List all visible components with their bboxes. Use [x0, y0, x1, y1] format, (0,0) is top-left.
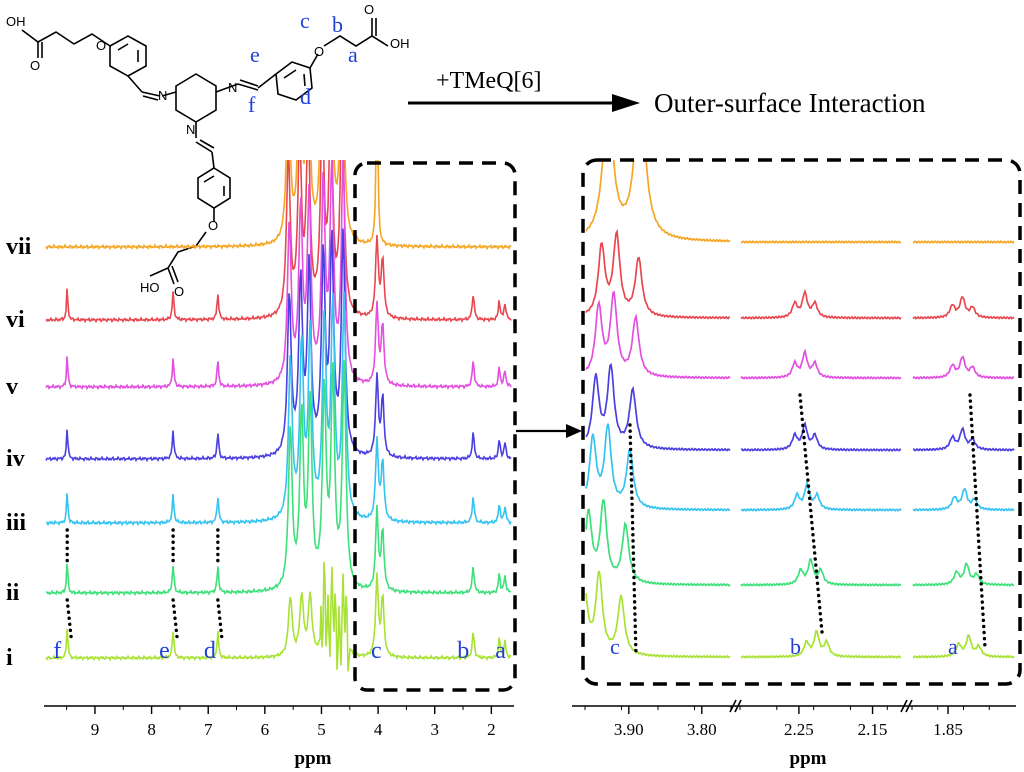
left-x-axis-label: ppm [295, 748, 332, 769]
trace-label-vi: vi [6, 307, 25, 333]
atom-o-right-ether: O [314, 44, 324, 59]
right-x-axis-label: ppm [790, 748, 827, 769]
right-benzene-ring [275, 61, 313, 101]
proton-label-b: b [332, 12, 343, 37]
right-shift-dotted-lines [628, 393, 987, 657]
right-peak-label-c: c [610, 634, 620, 659]
left-trace-iii [45, 291, 512, 527]
right-tick-label-2.25: 2.25 [784, 720, 814, 739]
atom-o-bottom-ether: O [208, 218, 218, 233]
right-tick-label-3.80: 3.80 [687, 720, 717, 739]
right-peak-label-b: b [790, 634, 801, 659]
right-dots-2 [968, 393, 987, 650]
atom-oh-top-left: OH [6, 14, 26, 29]
atom-n-right: N [228, 80, 237, 95]
right-trace-iv [585, 362, 1015, 452]
left-trace-vi [45, 160, 512, 324]
proton-label-d: d [300, 84, 311, 109]
left-shift-dotted-lines [65, 528, 224, 640]
reagent-label: +TMeQ[6] [436, 68, 542, 94]
right-spectra [585, 160, 1015, 659]
axis-break-marks [729, 699, 913, 713]
right-trace-i [585, 570, 1015, 659]
bottom-acid-chain [149, 231, 207, 277]
trace-label-vii: vii [6, 234, 32, 260]
annotation-title: Outer-surface Interaction [654, 88, 926, 118]
left-peak-label-f: f [53, 638, 61, 664]
left-trace-vii [45, 160, 512, 251]
triazine-ring [175, 73, 217, 123]
left-dots-lower-2 [216, 598, 224, 640]
proton-label-e: e [250, 42, 260, 67]
left-acid-chain [21, 29, 111, 47]
atom-o-bottom-carbonyl: O [174, 284, 184, 299]
left-peak-label-b: b [457, 638, 469, 664]
atom-n-left: N [158, 88, 167, 103]
structure-atom-labels: OH O O N N N O O OH O HO O [6, 2, 410, 299]
trace-label-ii: ii [6, 580, 20, 606]
left-tick-label-7: 7 [204, 720, 213, 739]
atom-ho-bottom: HO [140, 280, 160, 295]
left-peak-label-c: c [371, 638, 382, 664]
right-tick-label-1.85: 1.85 [933, 720, 963, 739]
right-trace-ii [585, 498, 1015, 587]
atom-oh-right: OH [390, 36, 410, 51]
left-trace-ii [45, 360, 512, 597]
right-ether-link [309, 53, 319, 69]
right-imine-link [215, 83, 239, 93]
left-peak-label-d: d [204, 638, 216, 664]
right-tick-label-2.15: 2.15 [858, 720, 888, 739]
left-trace-iv [45, 228, 512, 463]
right-trace-vii [585, 160, 1015, 245]
left-imine-link [127, 75, 143, 93]
right-trace-v [585, 290, 1015, 380]
trace-label-v: v [6, 374, 18, 400]
left-tick-label-8: 8 [147, 720, 156, 739]
right-trace-iii [585, 423, 1015, 512]
left-trace-v [45, 160, 512, 391]
right-dots-1 [798, 393, 824, 634]
right-trace-vi [585, 228, 1015, 320]
trace-label-iii: iii [6, 510, 26, 536]
right-peak-label-a: a [948, 634, 958, 659]
left-x-ticks: 9 8 7 6 5 4 3 2 [66, 706, 496, 739]
left-peak-label-a: a [495, 638, 506, 664]
zoom-region-box [353, 161, 517, 692]
reaction-arrow-head [612, 94, 640, 112]
proton-label-f: f [248, 92, 256, 117]
right-x-ticks: 3.90 3.80 2.25 2.15 1.85 [584, 706, 990, 739]
right-dots-0 [628, 423, 638, 657]
right-tick-label-3.90: 3.90 [614, 720, 644, 739]
trace-label-iv: iv [6, 446, 25, 472]
left-dots-lower-0 [65, 598, 73, 640]
atom-o-left-ether: O [96, 38, 106, 53]
left-tick-label-6: 6 [261, 720, 270, 739]
left-tick-label-9: 9 [91, 720, 100, 739]
atom-n-bottom: N [186, 122, 195, 137]
bottom-benzene-ring [197, 167, 231, 209]
left-tick-label-3: 3 [430, 720, 439, 739]
chemical-structure [21, 18, 389, 285]
left-tick-label-5: 5 [317, 720, 326, 739]
left-dots-lower-1 [171, 598, 179, 640]
left-tick-label-4: 4 [374, 720, 383, 739]
left-benzene-ring [109, 35, 147, 77]
zoom-panel-box [581, 158, 1022, 686]
atom-o-top-left: O [30, 58, 40, 73]
left-tick-label-2: 2 [487, 720, 496, 739]
proton-label-a: a [348, 42, 358, 67]
trace-label-i: i [6, 645, 13, 671]
atom-o-right-carbonyl: O [364, 2, 374, 17]
proton-label-c: c [300, 8, 310, 33]
zoom-connector-arrowhead [566, 424, 582, 438]
right-acid-chain [323, 35, 389, 47]
left-peak-label-e: e [159, 638, 170, 664]
structure-proton-labels: a b c d e f [248, 8, 358, 117]
left-trace-i [45, 561, 512, 672]
left-spectra [45, 160, 512, 672]
